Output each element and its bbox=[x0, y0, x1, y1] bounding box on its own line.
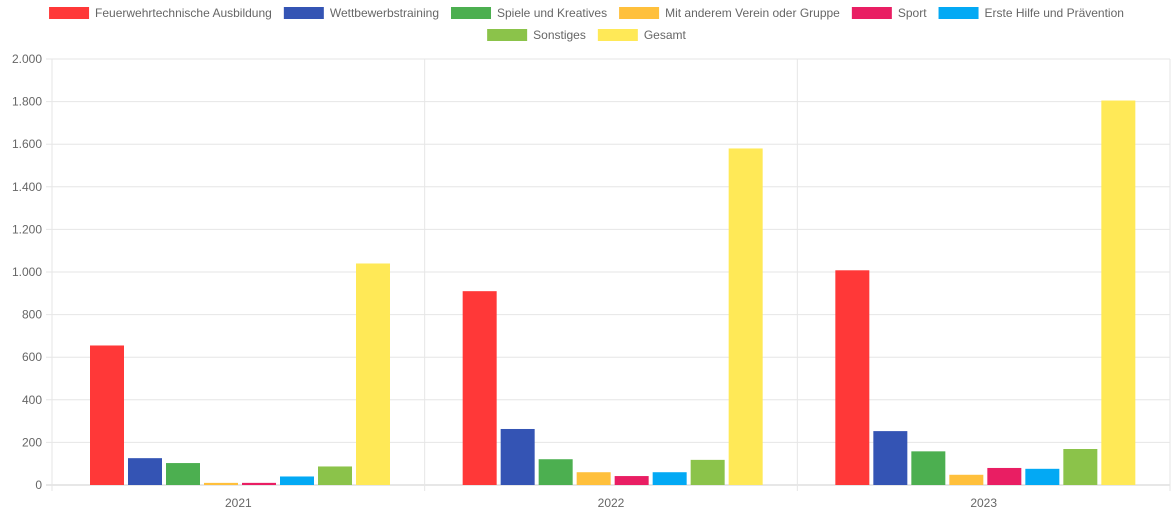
legend-item[interactable]: Erste Hilfe und Prävention bbox=[938, 6, 1124, 20]
legend-item[interactable]: Gesamt bbox=[597, 28, 687, 42]
bar[interactable] bbox=[462, 291, 497, 485]
bar[interactable] bbox=[835, 270, 870, 485]
y-tick-label: 2.000 bbox=[12, 52, 42, 66]
bar[interactable] bbox=[690, 459, 725, 485]
legend-swatch bbox=[49, 7, 90, 19]
bar[interactable] bbox=[204, 482, 238, 485]
bar[interactable] bbox=[1025, 468, 1060, 485]
legend-swatch bbox=[938, 7, 979, 19]
grid-lines bbox=[46, 58, 1171, 491]
bar[interactable] bbox=[242, 482, 276, 485]
legend-swatch bbox=[487, 29, 528, 41]
bar[interactable] bbox=[356, 263, 390, 485]
legend-label: Wettbewerbstraining bbox=[330, 6, 439, 20]
bar[interactable] bbox=[1063, 449, 1098, 485]
legend-label: Feuerwehrtechnische Ausbildung bbox=[95, 6, 272, 20]
y-tick-label: 800 bbox=[22, 308, 42, 322]
legend-swatch bbox=[283, 7, 324, 19]
y-tick-label: 1.200 bbox=[12, 222, 42, 236]
bar[interactable] bbox=[166, 463, 200, 485]
legend-label: Sonstiges bbox=[533, 28, 586, 42]
legend-item[interactable]: Sport bbox=[851, 6, 927, 20]
legend-label: Spiele und Kreatives bbox=[497, 6, 607, 20]
bar[interactable] bbox=[576, 472, 611, 485]
y-tick-label: 600 bbox=[22, 350, 42, 364]
y-tick-label: 1.400 bbox=[12, 180, 42, 194]
bar[interactable] bbox=[90, 345, 124, 485]
axes: 0 200 400 600 800 1.000 1.200 1.400 1.600 1.800 2.… bbox=[12, 52, 997, 510]
bar[interactable] bbox=[1101, 100, 1136, 485]
legend-label: Gesamt bbox=[644, 28, 687, 42]
bar[interactable] bbox=[614, 476, 649, 485]
bars bbox=[90, 100, 1136, 485]
legend-swatch bbox=[597, 29, 638, 41]
legend-item[interactable]: Sonstiges bbox=[487, 28, 586, 42]
bar[interactable] bbox=[873, 431, 908, 485]
legend-label: Erste Hilfe und Prävention bbox=[985, 6, 1124, 20]
legend-swatch bbox=[451, 7, 492, 19]
bar[interactable] bbox=[987, 467, 1022, 485]
bar[interactable] bbox=[318, 466, 352, 485]
legend-label: Sport bbox=[898, 6, 927, 20]
y-tick-label: 1.000 bbox=[12, 265, 42, 279]
bar[interactable] bbox=[949, 474, 984, 485]
y-tick-label: 1.800 bbox=[12, 95, 42, 109]
legend-item[interactable]: Feuerwehrtechnische Ausbildung bbox=[49, 6, 272, 20]
legend-item[interactable]: Wettbewerbstraining bbox=[283, 6, 439, 20]
x-tick-label: 2022 bbox=[598, 496, 625, 510]
bar[interactable] bbox=[538, 459, 573, 485]
legend-item[interactable]: Spiele und Kreatives bbox=[451, 6, 607, 20]
bar[interactable] bbox=[728, 148, 763, 485]
x-tick-label: 2023 bbox=[970, 496, 997, 510]
legend-swatch bbox=[619, 7, 660, 19]
bar[interactable] bbox=[500, 428, 535, 485]
y-tick-label: 200 bbox=[22, 435, 42, 449]
y-tick-label: 0 bbox=[35, 478, 42, 492]
bar[interactable] bbox=[911, 451, 946, 485]
legend[interactable]: Feuerwehrtechnische Ausbildung Wettbewerb… bbox=[49, 6, 1124, 42]
bar[interactable] bbox=[652, 472, 687, 485]
bar[interactable] bbox=[128, 458, 162, 485]
y-tick-label: 1.600 bbox=[12, 137, 42, 151]
legend-label: Mit anderem Verein oder Gruppe bbox=[665, 6, 840, 20]
x-tick-label: 2021 bbox=[225, 496, 252, 510]
legend-item[interactable]: Mit anderem Verein oder Gruppe bbox=[619, 6, 840, 20]
legend-swatch bbox=[851, 7, 892, 19]
bar[interactable] bbox=[280, 476, 314, 485]
y-tick-label: 400 bbox=[22, 393, 42, 407]
